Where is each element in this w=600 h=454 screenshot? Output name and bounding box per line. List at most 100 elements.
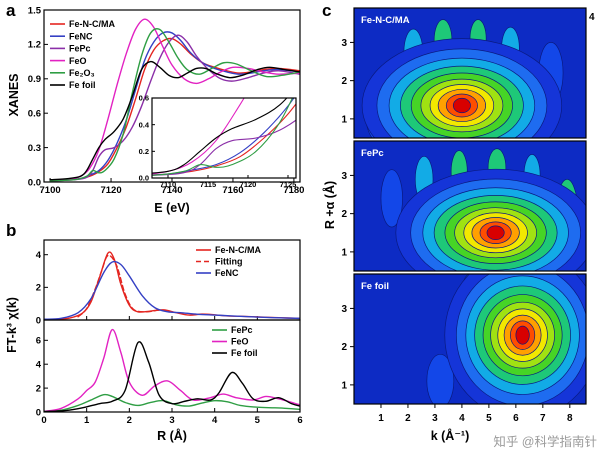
y-tick-label: 1 [341, 380, 347, 391]
x-tick-label: 1 [378, 413, 384, 424]
y-tick-label: 2 [341, 209, 347, 220]
wavelet-y-axis-title: R +α (Å) [323, 180, 337, 230]
y-tick-label: 0 [36, 407, 41, 418]
series-line-Fe foil [49, 60, 300, 181]
x-tick-label: 2 [405, 413, 411, 424]
x-tick-label: 3 [432, 413, 438, 424]
plot-border [43, 239, 301, 321]
y-tick-label: 3 [341, 304, 347, 315]
x-tick-label: 3 [169, 415, 174, 426]
series-group [44, 251, 300, 320]
y-tick-label: 0.2 [139, 147, 149, 156]
x-tick-label: 8 [567, 413, 573, 424]
y-tick-label: 0.6 [28, 109, 41, 120]
x-tick-label: 7140 [161, 185, 182, 196]
plot-border [43, 319, 301, 413]
contour-level [452, 97, 471, 114]
xanes-chart: 7100 7120 7140 7160 7180 0.0 0.3 0.6 0.9 1.2 1.5 Fe… [28, 5, 305, 196]
y-tick-label: 2 [36, 383, 41, 394]
x-tick-label: 5 [486, 413, 492, 424]
legend-label-Fe-N-C/MA: Fe-N-C/MA [69, 19, 115, 29]
x-tick-label: 7100 [40, 185, 61, 196]
y-tick-label: 6 [36, 336, 41, 347]
series-line-Fe-N-C/MA [152, 103, 296, 176]
heatmap-title: FePc [361, 148, 384, 159]
corner-tick-label: 4 [589, 12, 595, 23]
xanes-x-axis-title: E (eV) [154, 201, 190, 215]
y-tick-label: 1 [341, 247, 347, 258]
legend-label-Fe-N-C/MA: Fe-N-C/MA [215, 245, 261, 255]
y-tick-label: 1.2 [28, 40, 41, 51]
series-line-FeO [49, 18, 300, 182]
x-tick-label: 0 [41, 415, 46, 426]
exafs-x-axis-title: R (Å) [157, 429, 187, 443]
plot-border [353, 7, 587, 139]
series-line-FePc [152, 119, 296, 176]
x-tick-label: 4 [459, 413, 465, 424]
y-tick-label: 0.3 [28, 143, 41, 154]
contour-level [515, 325, 530, 345]
series-line-FeNC [44, 260, 300, 320]
y-tick-label: 0.0 [28, 177, 41, 188]
exafs-y-axis-title: FT-k³ χ(k) [5, 297, 19, 353]
legend-label-FePc: FePc [231, 325, 253, 335]
contour-lobe [426, 353, 455, 404]
x-tick-label: 7 [540, 413, 546, 424]
legend-label-FeO: FeO [69, 56, 87, 66]
legend-label-Fe foil: Fe foil [231, 348, 258, 358]
legend-label-FePc: FePc [69, 44, 91, 54]
series-line-Fitting [77, 254, 173, 318]
wavelet-panel-3 [354, 274, 586, 404]
x-tick-label: 7160 [222, 185, 243, 196]
y-tick-label: 3 [341, 38, 347, 49]
legend-label-FeO: FeO [231, 337, 249, 347]
plot-border [151, 97, 297, 179]
heatmap-title: Fe-N-C/MA [361, 15, 410, 26]
plot-border [353, 140, 587, 272]
inset-background [152, 98, 296, 178]
legend-label-FeNC: FeNC [215, 268, 239, 278]
y-tick-label: 1.5 [28, 5, 42, 16]
y-tick-label: 0.9 [28, 74, 41, 85]
x-tick-label: 7115 [200, 180, 216, 189]
series-line-FePc [49, 34, 300, 182]
panel-b-label: b [6, 221, 17, 240]
x-tick-label: 7120 [100, 185, 121, 196]
y-tick-label: 1 [341, 114, 347, 125]
series-line-Fe₂O₃ [49, 28, 300, 182]
x-tick-label: 6 [297, 415, 302, 426]
y-tick-label: 2 [341, 342, 347, 353]
legend-label-Fitting: Fitting [215, 257, 243, 267]
watermark: 知乎 @科学指南针 [493, 435, 597, 449]
y-tick-label: 2 [36, 283, 41, 294]
contour-lobe [380, 169, 403, 228]
y-tick-label: 2 [341, 76, 347, 87]
heatmap-title: Fe foil [361, 281, 389, 292]
x-tick-label: 7125 [280, 180, 297, 189]
xanes-y-axis-title: XANES [7, 73, 21, 117]
contour-level [486, 225, 505, 241]
series-line-FeO [152, 98, 245, 175]
x-tick-label: 2 [127, 415, 132, 426]
y-tick-label: 0 [36, 315, 41, 326]
y-tick-label: 4 [36, 250, 42, 261]
y-tick-label: 0.4 [139, 120, 150, 129]
plot-border [353, 273, 587, 405]
series-line-Fe foil [44, 341, 300, 412]
wavelet-panel-1 [354, 8, 586, 138]
panel-a-label: a [6, 1, 16, 20]
legend-label-Fe foil: Fe foil [69, 80, 96, 90]
legend-label-FeNC: FeNC [69, 31, 93, 41]
y-tick-label: 0.6 [139, 94, 149, 103]
x-tick-label: 7110 [160, 180, 176, 189]
series-line-FeO [44, 328, 300, 412]
x-tick-label: 1 [84, 415, 90, 426]
series-line-Fe₂O₃ [152, 98, 293, 176]
wavelet-panel-2 [354, 141, 586, 271]
x-tick-label: 7180 [283, 185, 304, 196]
x-tick-label: 7120 [240, 180, 257, 189]
series-line-Fe foil [152, 98, 288, 174]
panel-c-label: c [322, 1, 332, 20]
